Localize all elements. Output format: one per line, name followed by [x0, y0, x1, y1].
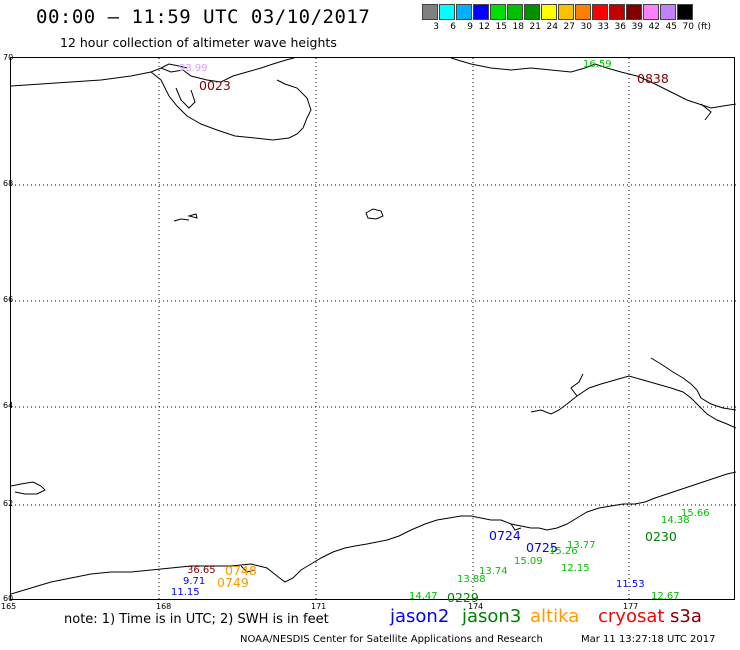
swh-value: 9.71 — [183, 576, 206, 587]
color-scale-label: 24 — [546, 22, 558, 32]
color-scale-label: 45 — [665, 22, 677, 32]
lon-label: 174 — [468, 602, 484, 611]
swh-value: 15.26 — [549, 546, 578, 557]
swh-value: 13.74 — [479, 566, 508, 577]
color-swatch — [490, 4, 506, 20]
color-scale-label: 70 — [682, 22, 694, 32]
pass-time: 0230 — [645, 529, 677, 544]
color-swatch — [473, 4, 489, 20]
color-scale-label: 9 — [467, 22, 473, 32]
lat-label: 60 — [3, 594, 14, 603]
color-swatch — [524, 4, 540, 20]
lat-label: 62 — [3, 499, 14, 508]
swh-value: 12.15 — [561, 563, 590, 574]
color-scale-label: 12 — [478, 22, 490, 32]
swh-value: 15.66 — [681, 508, 710, 519]
swh-value: 15.09 — [514, 556, 543, 567]
lon-label: 171 — [311, 602, 327, 611]
swh-value: 14.38 — [661, 515, 690, 526]
color-swatch — [507, 4, 523, 20]
color-swatch — [541, 4, 557, 20]
swh-value: 11.15 — [171, 587, 200, 598]
color-scale-label: 42 — [648, 22, 660, 32]
color-scale-label: 6 — [450, 22, 456, 32]
color-swatch — [626, 4, 642, 20]
pass-time: 0724 — [489, 528, 521, 543]
color-scale-label: 30 — [580, 22, 592, 32]
lat-label: 68 — [3, 179, 14, 188]
swh-value: 11.53 — [616, 579, 645, 590]
color-scale-label: 27 — [563, 22, 575, 32]
lon-label: 177 — [623, 602, 639, 611]
color-swatch — [422, 4, 438, 20]
color-swatch — [677, 4, 693, 20]
satellite-legend-item: cryosat — [598, 606, 665, 627]
swh-value: 13.88 — [457, 574, 486, 585]
color-swatch — [456, 4, 472, 20]
lon-label: 168 — [156, 602, 172, 611]
color-swatch — [558, 4, 574, 20]
pass-time: 0748 — [225, 563, 257, 578]
satellite-legend-item: jason2 — [390, 606, 450, 627]
pass-time: 0749 — [217, 575, 249, 590]
pass-time: 0725 — [526, 540, 558, 555]
pass-time: 0838 — [637, 71, 669, 86]
color-swatch — [643, 4, 659, 20]
map-graticule-and-coastline — [11, 58, 736, 601]
color-scale-label: 36 — [614, 22, 626, 32]
credit-line: NOAA/NESDIS Center for Satellite Applica… — [240, 634, 543, 645]
lat-label: 70 — [3, 53, 14, 62]
footnote: note: 1) Time is in UTC; 2) SWH is in fe… — [64, 612, 329, 627]
color-swatch — [575, 4, 591, 20]
color-scale-label: (ft) — [697, 22, 711, 32]
color-scale-bar — [422, 4, 694, 20]
swh-value: 13.77 — [567, 540, 596, 551]
lat-label: 66 — [3, 295, 14, 304]
pass-time: 0229 — [447, 590, 479, 605]
color-scale-label: 39 — [631, 22, 643, 32]
wave-height-map: 70 68 66 64 62 60 165 168 171 174 177 93… — [1, 53, 736, 611]
lat-label: 64 — [3, 401, 14, 410]
color-swatch — [592, 4, 608, 20]
swh-value: 12.67 — [651, 591, 680, 602]
swh-value: 36.65 — [187, 565, 216, 576]
lon-label: 165 — [1, 602, 17, 611]
color-scale-label: 3 — [433, 22, 439, 32]
color-scale-labels: 3 6 9 12 15 18 21 24 27 30 33 36 39 42 45 70 (ft) — [422, 22, 711, 32]
satellite-legend-item: altika — [530, 606, 580, 627]
pass-time: 0023 — [199, 78, 231, 93]
satellite-legend-item: s3a — [670, 606, 702, 627]
color-swatch — [439, 4, 455, 20]
swh-value: 16.59 — [583, 59, 612, 70]
swh-value: 14.47 — [409, 591, 438, 602]
satellite-legend-item: jason3 — [462, 606, 522, 627]
color-scale-label: 33 — [597, 22, 609, 32]
map-title: 00:00 – 11:59 UTC 03/10/2017 — [36, 6, 371, 28]
map-subtitle: 12 hour collection of altimeter wave hei… — [60, 35, 337, 50]
color-scale-label: 21 — [529, 22, 541, 32]
generation-timestamp: Mar 11 13:27:18 UTC 2017 — [581, 634, 716, 645]
swh-value: 93.99 — [179, 63, 208, 74]
color-scale-label: 18 — [512, 22, 524, 32]
color-swatch — [609, 4, 625, 20]
color-scale-label: 15 — [495, 22, 507, 32]
color-swatch — [660, 4, 676, 20]
